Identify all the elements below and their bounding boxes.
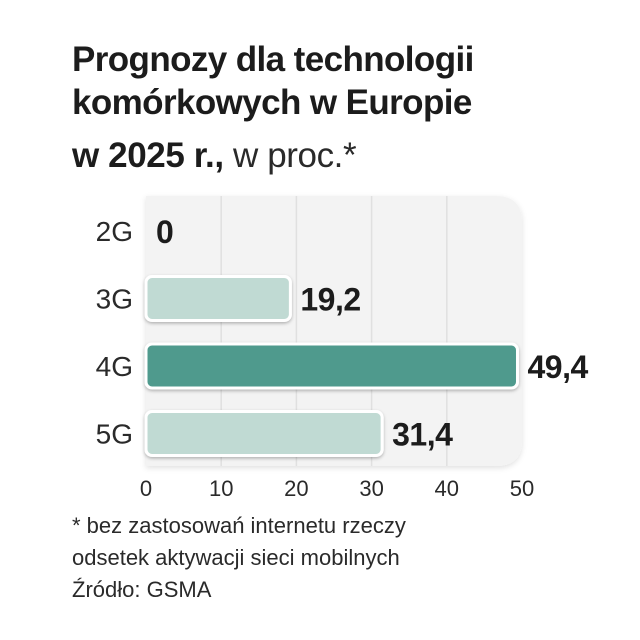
title-line-2: komórkowych w Europie	[72, 83, 472, 122]
category-label: 4G	[96, 351, 133, 382]
subtitle-year: w 2025 r.,	[72, 136, 224, 175]
bar-row-2G: 2G 0	[96, 214, 174, 250]
value-label: 19,2	[300, 282, 360, 318]
bar-row-5G: 5G 31,4	[96, 410, 454, 457]
x-tick-label: 0	[140, 476, 152, 501]
chart-subtitle: w 2025 r., w proc.*	[72, 134, 357, 178]
x-tick-label: 10	[209, 476, 233, 501]
bar	[144, 410, 384, 457]
x-tick-label: 30	[359, 476, 383, 501]
bar	[144, 275, 292, 322]
value-label: 49,4	[527, 349, 588, 385]
value-label: 0	[156, 214, 173, 250]
footnote-note-1: * bez zastosowań internetu rzeczy	[72, 513, 406, 538]
value-label: 31,4	[392, 417, 453, 453]
category-label: 3G	[96, 284, 133, 315]
x-tick-label: 20	[284, 476, 308, 501]
footnote-note-2: odsetek aktywacji sieci mobilnych	[72, 545, 400, 570]
footnote-source: Źródło: GSMA	[72, 577, 212, 602]
chart-title: Prognozy dla technologii komórkowych w E…	[72, 38, 474, 124]
bar-row-4G: 4G 49,4	[96, 342, 589, 390]
footnote: * bez zastosowań internetu rzeczy odsete…	[72, 510, 406, 606]
bar-row-3G: 3G 19,2	[96, 275, 361, 322]
title-line-1: Prognozy dla technologii	[72, 40, 474, 79]
category-label: 2G	[96, 216, 133, 247]
x-tick-label: 40	[435, 476, 459, 501]
x-tick-label: 50	[510, 476, 534, 501]
bar	[144, 342, 519, 390]
plot-area	[146, 196, 522, 466]
category-label: 5G	[96, 419, 133, 450]
subtitle-unit: w proc.*	[223, 136, 357, 175]
